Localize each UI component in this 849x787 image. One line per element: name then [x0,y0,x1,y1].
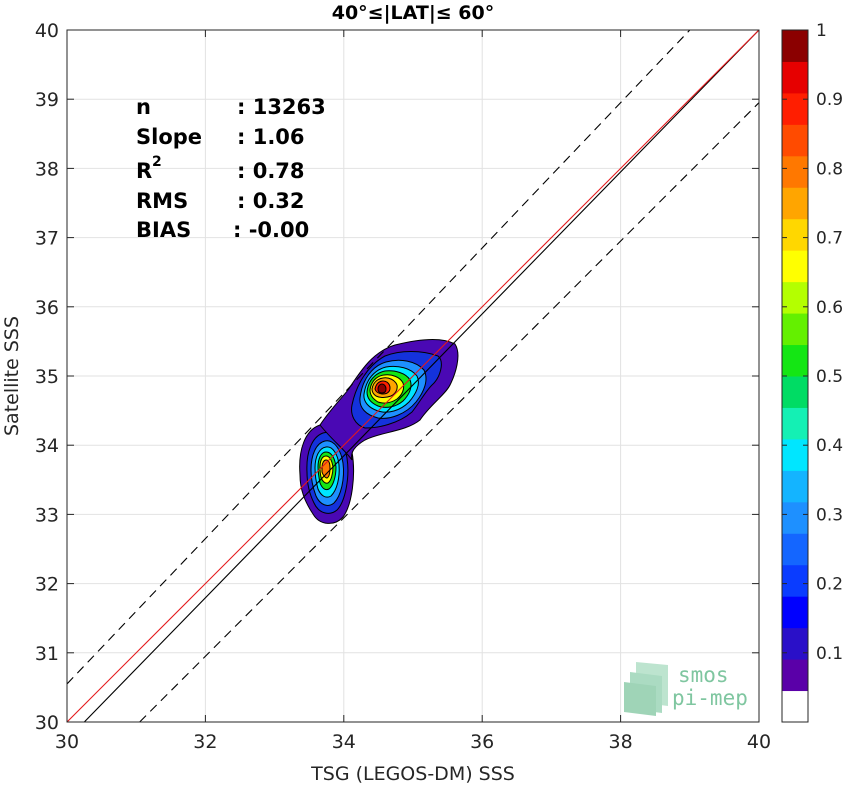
stat-rms-label: RMS [136,189,188,213]
colorbar-tick-label-9: 1 [816,21,827,41]
colorbar-band-15 [782,218,808,251]
colorbar-band-12 [782,313,808,346]
colorbar-band-17 [782,155,808,188]
y-tick-label-7: 37 [35,228,59,250]
colorbar-band-2 [782,627,808,660]
x-tick-label-0: 30 [55,731,79,753]
stat-r2-superscript: 2 [152,154,162,170]
stat-slope-value: : 1.06 [237,125,305,149]
x-tick-label-2: 34 [332,731,356,753]
stat-r2-label: R [136,159,152,183]
colorbar-tick-label-1: 0.2 [816,575,843,595]
upper-bound-line [67,30,691,685]
y-tick-label-0: 30 [35,712,59,734]
colorbar-band-1 [782,659,808,692]
colorbar-band-5 [782,533,808,566]
grid [66,29,760,723]
stat-bias-label: BIAS [136,218,191,242]
colorbar-band-0 [782,690,808,723]
colorbar-tick-label-3: 0.4 [816,436,843,456]
colorbar-band-9 [782,407,808,440]
colorbar-band-4 [782,564,808,597]
logo-text-smos: smos [678,663,729,687]
y-tick-label-1: 31 [35,643,59,665]
stat-n-label: n [136,95,151,119]
regression-line [67,30,759,722]
y-tick-label-5: 35 [35,366,59,388]
colorbar-tick-label-8: 0.9 [816,90,843,110]
reference-lines [67,30,759,722]
y-tick-label-9: 39 [35,89,59,111]
colorbar-band-10 [782,376,808,408]
x-tick-label-5: 40 [747,731,771,753]
x-axis-label: TSG (LEGOS-DM) SSS [310,763,515,785]
colorbar-band-8 [782,438,808,471]
y-tick-label-2: 32 [35,574,59,596]
colorbar-tick-label-7: 0.8 [816,159,843,179]
smos-pimep-logo: smos pi-mep [624,662,748,716]
colorbar-band-16 [782,187,808,220]
colorbar-band-19 [782,92,808,125]
colorbar-tick-label-4: 0.5 [816,367,843,387]
colorbar-tick-label-6: 0.7 [816,229,843,249]
y-tick-label-8: 38 [35,158,59,180]
colorbar-band-20 [782,61,808,94]
colorbar: 0.1 0.2 0.3 0.4 0.5 0.6 0.7 0.8 0.9 1 [781,21,843,723]
logo-waves-icon [624,662,668,716]
colorbar-band-13 [782,281,808,314]
colorbar-band-18 [782,124,808,157]
y-tick-label-4: 34 [35,435,59,457]
statistics-box: n : 13263 Slope : 1.06 R 2 : 0.78 RMS : … [136,95,326,242]
lower-bound-line [139,102,759,722]
x-axis: 30 32 34 36 38 40 [55,30,771,753]
one-to-one-line [83,30,759,722]
colorbar-band-7 [782,470,808,503]
x-tick-label-3: 36 [470,731,494,753]
y-tick-label-6: 36 [35,297,59,319]
colorbar-band-11 [782,344,808,377]
colorbar-tick-label-0: 0.1 [816,644,843,664]
y-tick-label-10: 40 [35,20,59,42]
colorbar-band-14 [782,250,808,283]
stat-bias-value: : -0.00 [233,218,309,242]
colorbar-tick-label-5: 0.6 [816,298,843,318]
contour-upper-9 [377,383,387,394]
stat-slope-label: Slope [136,125,202,149]
stat-rms-value: : 0.32 [237,189,305,213]
stat-n-value: : 13263 [237,95,326,119]
x-tick-label-1: 32 [193,731,217,753]
y-tick-label-3: 33 [35,504,59,526]
y-axis-label: Satellite SSS [1,316,23,436]
colorbar-tick-label-2: 0.3 [816,505,843,525]
y-axis: 30 31 32 33 34 35 36 37 38 39 40 [35,20,759,734]
logo-text-pimep: pi-mep [672,686,748,710]
stat-r2-value: : 0.78 [237,159,305,183]
x-tick-label-4: 38 [609,731,633,753]
chart-title: 40°≤|LAT|≤ 60° [332,2,495,24]
colorbar-band-21 [782,30,808,62]
colorbar-band-3 [782,596,808,629]
colorbar-band-6 [782,501,808,534]
